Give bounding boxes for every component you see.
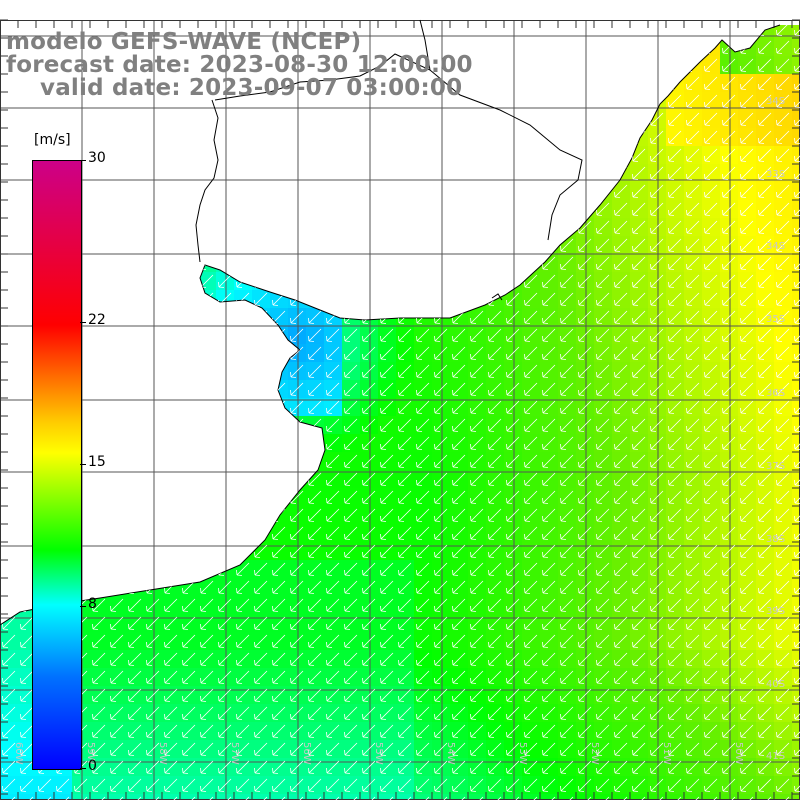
legend-tick-mark — [80, 768, 86, 769]
legend-tick-label: 22 — [88, 312, 106, 328]
latitude-label: 33S — [766, 169, 785, 180]
latitude-label: 35S — [766, 314, 785, 325]
legend-tick-label: 8 — [88, 596, 97, 612]
legend-tick-mark — [80, 322, 86, 323]
legend-tick-mark — [80, 464, 86, 465]
latitude-label: 36S — [766, 388, 785, 399]
title-forecast-date: forecast date: 2023-08-30 12:00:00 — [6, 53, 473, 77]
title-model: modelo GEFS-WAVE (NCEP) — [6, 30, 361, 54]
legend-tick-mark — [80, 160, 86, 161]
legend-tick-label: 15 — [88, 454, 106, 470]
latitude-label: 34S — [766, 96, 785, 107]
latitude-label: 38S — [766, 534, 785, 545]
legend-unit: [m/s] — [34, 132, 71, 148]
legend-tick-label: 0 — [88, 758, 97, 774]
legend-tick-mark — [80, 606, 86, 607]
latitude-label: 37S — [766, 461, 785, 472]
longitude-label: 58W — [157, 742, 168, 765]
longitude-label: 56W — [301, 742, 312, 765]
longitude-label: 53W — [517, 742, 528, 765]
longitude-label: 57W — [229, 742, 240, 765]
latitude-label: 39S — [766, 606, 785, 617]
latitude-label: 41S — [766, 751, 785, 762]
longitude-label: 54W — [445, 742, 456, 765]
longitude-label: 50W — [733, 742, 744, 765]
longitude-label: 60W — [13, 742, 24, 765]
latitude-label: 40S — [766, 679, 785, 690]
legend-tick-label: 30 — [88, 150, 106, 166]
longitude-label: 51W — [661, 742, 672, 765]
longitude-label: 55W — [373, 742, 384, 765]
color-scale-bar — [32, 160, 82, 770]
latitude-label: 34S — [766, 241, 785, 252]
title-valid-date: valid date: 2023-09-07 03:00:00 — [40, 76, 462, 100]
longitude-label: 52W — [589, 742, 600, 765]
